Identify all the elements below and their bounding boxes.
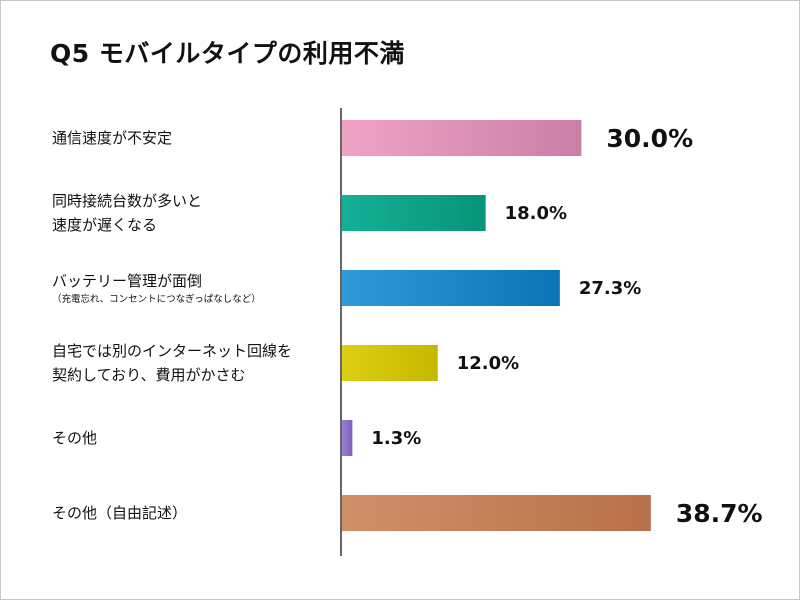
- category-label-line: 通信速度が不安定: [52, 129, 173, 147]
- data-label: 12.0%: [457, 353, 519, 374]
- bar: [342, 195, 486, 231]
- category-label: 同時接続台数が多いと 速度が遅くなる: [52, 189, 202, 237]
- bar: [342, 270, 560, 306]
- category-label: 自宅では別のインターネット回線を 契約しており、費用がかさむ: [52, 339, 292, 387]
- category-label: その他: [52, 426, 97, 450]
- data-label: 18.0%: [505, 203, 567, 224]
- bar: [342, 420, 353, 456]
- bar: [342, 495, 651, 531]
- data-label: 1.3%: [371, 428, 421, 449]
- data-label: 27.3%: [579, 278, 641, 299]
- category-label: 通信速度が不安定: [52, 126, 172, 150]
- bar: [342, 345, 438, 381]
- category-note: （充電忘れ、コンセントにつなぎっぱなしなど）: [52, 293, 261, 305]
- data-label: 38.7%: [676, 499, 763, 528]
- data-label: 30.0%: [606, 124, 693, 153]
- category-label-line: 自宅では別のインターネット回線を: [52, 342, 293, 360]
- category-label-line: バッテリー管理が面倒: [52, 271, 203, 290]
- category-label-line: 契約しており、費用がかさむ: [52, 366, 246, 384]
- category-label: その他（自由記述）: [52, 501, 187, 525]
- chart-title: Q5 モバイルタイプの利用不満: [50, 39, 405, 68]
- category-label-line: その他: [52, 429, 98, 447]
- category-label: バッテリー管理が面倒 （充電忘れ、コンセントにつなぎっぱなしなど）: [52, 269, 261, 307]
- category-label-line: その他（自由記述）: [52, 504, 188, 522]
- bar: [342, 120, 582, 156]
- category-label-line: 同時接続台数が多いと: [52, 192, 203, 210]
- category-label-line: 速度が遅くなる: [52, 216, 158, 234]
